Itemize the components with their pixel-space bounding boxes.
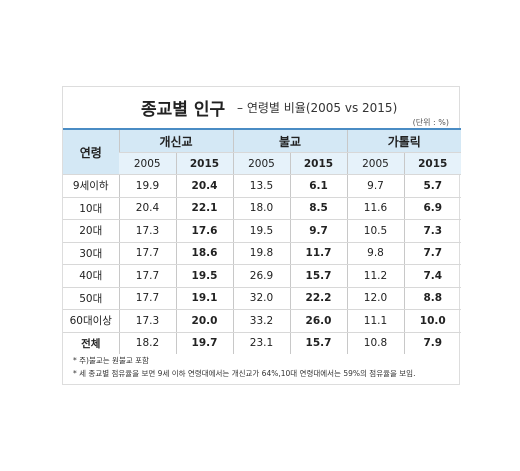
row-label: 50대 <box>63 287 119 310</box>
cell: 13.5 <box>232 174 290 198</box>
cell: 9.7 <box>346 174 404 198</box>
row-label: 60대이상 <box>63 309 119 333</box>
group-header: 개신교 <box>118 128 233 153</box>
row-label: 전체 <box>63 331 119 354</box>
year-header: 2015 <box>403 152 461 175</box>
cell: 22.2 <box>289 287 347 310</box>
cell: 7.4 <box>403 264 461 288</box>
cell: 18.6 <box>175 242 233 265</box>
cell: 19.8 <box>232 242 290 265</box>
cell: 20.4 <box>175 174 233 198</box>
cell: 9.7 <box>289 219 347 243</box>
cell: 6.9 <box>403 197 461 220</box>
cell: 18.0 <box>232 197 290 220</box>
cell: 32.0 <box>232 287 290 310</box>
cell: 20.4 <box>118 197 176 220</box>
cell: 23.1 <box>232 331 290 354</box>
cell: 17.3 <box>118 309 176 333</box>
cell: 19.1 <box>175 287 233 310</box>
cell: 33.2 <box>232 309 290 333</box>
cell: 17.3 <box>118 219 176 243</box>
cell: 12.0 <box>346 287 404 310</box>
year-header: 2005 <box>232 152 290 175</box>
year-row: 2005 2015 2005 2015 2005 2015 <box>63 152 461 175</box>
cell: 8.8 <box>403 287 461 310</box>
cell: 15.7 <box>289 264 347 288</box>
cell: 17.7 <box>118 242 176 265</box>
cell: 19.5 <box>175 264 233 288</box>
subtitle: – 연령별 비율(2005 vs 2015) <box>237 101 398 115</box>
data-row: 20대 17.3 17.6 19.5 9.7 10.5 7.3 <box>63 219 461 243</box>
year-header: 2015 <box>289 152 347 175</box>
cell: 9.8 <box>346 242 404 265</box>
cell: 17.7 <box>118 264 176 288</box>
data-row: 50대 17.7 19.1 32.0 22.2 12.0 8.8 <box>63 287 461 310</box>
cell: 11.6 <box>346 197 404 220</box>
header-row: 연령 개신교 불교 가톨릭 <box>63 128 461 175</box>
data-row: 10대 20.4 22.1 18.0 8.5 11.6 6.9 <box>63 197 461 220</box>
cell: 10.8 <box>346 331 404 354</box>
row-label: 40대 <box>63 264 119 288</box>
cell: 11.2 <box>346 264 404 288</box>
cell: 26.9 <box>232 264 290 288</box>
card: 종교별 인구 – 연령별 비율(2005 vs 2015) (단위 : %) 연… <box>62 86 461 385</box>
cell: 5.7 <box>403 174 461 198</box>
cell: 19.9 <box>118 174 176 198</box>
note: * 세 종교별 점유율을 보면 9세 이하 연령대에서는 개신교가 64%,10… <box>73 369 416 378</box>
cell: 11.1 <box>346 309 404 333</box>
cell: 17.6 <box>175 219 233 243</box>
title: 종교별 인구 <box>141 100 226 120</box>
cell: 18.2 <box>118 331 176 354</box>
cell: 26.0 <box>289 309 347 333</box>
cell: 17.7 <box>118 287 176 310</box>
cell: 19.7 <box>175 331 233 354</box>
cell: 7.7 <box>403 242 461 265</box>
row-label: 9세이하 <box>63 174 119 198</box>
cell: 7.9 <box>403 331 461 354</box>
corner-cell: 연령 <box>63 128 119 175</box>
table: 연령 개신교 불교 가톨릭 2005 2015 2005 2015 2005 2015 9세이하 19… <box>63 128 461 354</box>
cell: 19.5 <box>232 219 290 243</box>
cell: 22.1 <box>175 197 233 220</box>
cell: 20.0 <box>175 309 233 333</box>
cell: 11.7 <box>289 242 347 265</box>
row-label: 30대 <box>63 242 119 265</box>
cell: 10.0 <box>403 309 461 333</box>
data-row: 40대 17.7 19.5 26.9 15.7 11.2 7.4 <box>63 264 461 288</box>
data-row: 9세이하 19.9 20.4 13.5 6.1 9.7 5.7 <box>63 174 461 198</box>
note: * 주)불교는 원불교 포함 <box>73 356 149 365</box>
data-row: 전체 18.2 19.7 23.1 15.7 10.8 7.9 <box>63 331 461 354</box>
cell: 8.5 <box>289 197 347 220</box>
group-header: 가톨릭 <box>346 128 461 153</box>
cell: 7.3 <box>403 219 461 243</box>
group-header: 불교 <box>232 128 347 153</box>
unit: (단위 : %) <box>412 118 449 127</box>
year-header: 2005 <box>119 152 176 175</box>
data-row: 30대 17.7 18.6 19.8 11.7 9.8 7.7 <box>63 242 461 265</box>
year-header: 2005 <box>346 152 404 175</box>
cell: 6.1 <box>289 174 347 198</box>
cell: 15.7 <box>289 331 347 354</box>
year-header: 2015 <box>175 152 233 175</box>
data-row: 60대이상 17.3 20.0 33.2 26.0 11.1 10.0 <box>63 309 461 333</box>
cell: 10.5 <box>346 219 404 243</box>
row-label: 20대 <box>63 219 119 243</box>
row-label: 10대 <box>63 197 119 220</box>
